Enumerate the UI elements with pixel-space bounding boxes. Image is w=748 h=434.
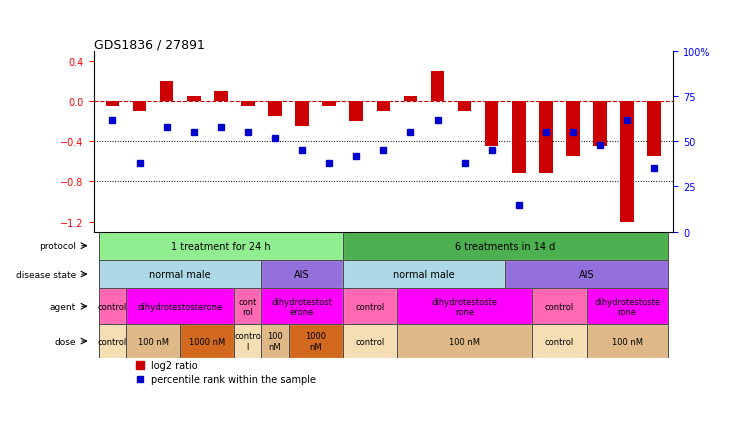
FancyBboxPatch shape [234,289,262,325]
Text: dose: dose [55,337,76,346]
Bar [322,102,336,107]
Text: normal male: normal male [393,270,455,279]
Text: percentile rank within the sample: percentile rank within the sample [151,374,316,384]
Bar [269,102,282,117]
Bar [620,102,634,222]
Text: 100 nM: 100 nM [449,337,480,346]
FancyBboxPatch shape [586,325,668,358]
Text: 100
nM: 100 nM [267,332,283,351]
FancyBboxPatch shape [586,289,668,325]
Text: normal male: normal male [150,270,211,279]
FancyBboxPatch shape [126,289,234,325]
Text: 1000
nM: 1000 nM [305,332,326,351]
FancyBboxPatch shape [505,260,668,289]
Text: protocol: protocol [39,242,76,251]
Text: dihydrotestost
erone: dihydrotestost erone [272,297,333,316]
Text: 6 treatments in 14 d: 6 treatments in 14 d [455,241,555,251]
Bar [105,102,119,107]
Bar [593,102,607,147]
Text: 100 nM: 100 nM [612,337,643,346]
Text: control: control [355,302,384,311]
Text: AIS: AIS [579,270,595,279]
Text: control: control [545,337,574,346]
Bar [485,102,498,147]
FancyBboxPatch shape [533,325,586,358]
FancyBboxPatch shape [99,260,262,289]
Text: control: control [355,337,384,346]
Text: control: control [545,302,574,311]
Text: 100 nM: 100 nM [138,337,168,346]
FancyBboxPatch shape [343,325,397,358]
Bar [160,82,174,102]
Text: control: control [98,337,127,346]
FancyBboxPatch shape [533,289,586,325]
FancyBboxPatch shape [99,325,126,358]
Bar [376,102,390,112]
FancyBboxPatch shape [397,289,533,325]
FancyBboxPatch shape [262,260,343,289]
Text: agent: agent [50,302,76,311]
Bar [295,102,309,127]
FancyBboxPatch shape [180,325,234,358]
Text: disease state: disease state [16,270,76,279]
FancyBboxPatch shape [99,289,126,325]
FancyBboxPatch shape [343,260,505,289]
Bar [458,102,471,112]
Text: AIS: AIS [294,270,310,279]
FancyBboxPatch shape [262,325,289,358]
FancyBboxPatch shape [343,232,668,260]
FancyBboxPatch shape [126,325,180,358]
Bar [404,97,417,102]
Bar [512,102,526,174]
FancyBboxPatch shape [343,289,397,325]
Bar [214,92,227,102]
Text: dihydrotestosterone: dihydrotestosterone [138,302,223,311]
Text: dihydrotestoste
rone: dihydrotestoste rone [594,297,660,316]
Text: 1000 nM: 1000 nM [189,337,225,346]
Text: contro
l: contro l [234,332,261,351]
Text: control: control [98,302,127,311]
Bar [431,72,444,102]
FancyBboxPatch shape [234,325,262,358]
Text: log2 ratio: log2 ratio [151,360,198,370]
Bar [539,102,553,174]
Bar [187,97,200,102]
FancyBboxPatch shape [262,289,343,325]
FancyBboxPatch shape [99,232,343,260]
Text: cont
rol: cont rol [239,297,257,316]
Bar [133,102,147,112]
Bar [241,102,254,107]
FancyBboxPatch shape [397,325,533,358]
Text: dihydrotestoste
rone: dihydrotestoste rone [432,297,497,316]
Text: GDS1836 / 27891: GDS1836 / 27891 [94,38,204,51]
Bar [349,102,363,122]
Bar [566,102,580,157]
Bar [648,102,661,157]
FancyBboxPatch shape [289,325,343,358]
Text: 1 treatment for 24 h: 1 treatment for 24 h [171,241,271,251]
